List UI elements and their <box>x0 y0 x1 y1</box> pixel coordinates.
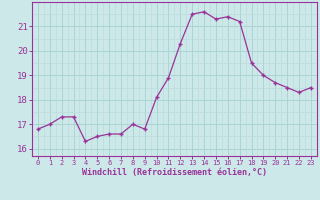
X-axis label: Windchill (Refroidissement éolien,°C): Windchill (Refroidissement éolien,°C) <box>82 168 267 177</box>
